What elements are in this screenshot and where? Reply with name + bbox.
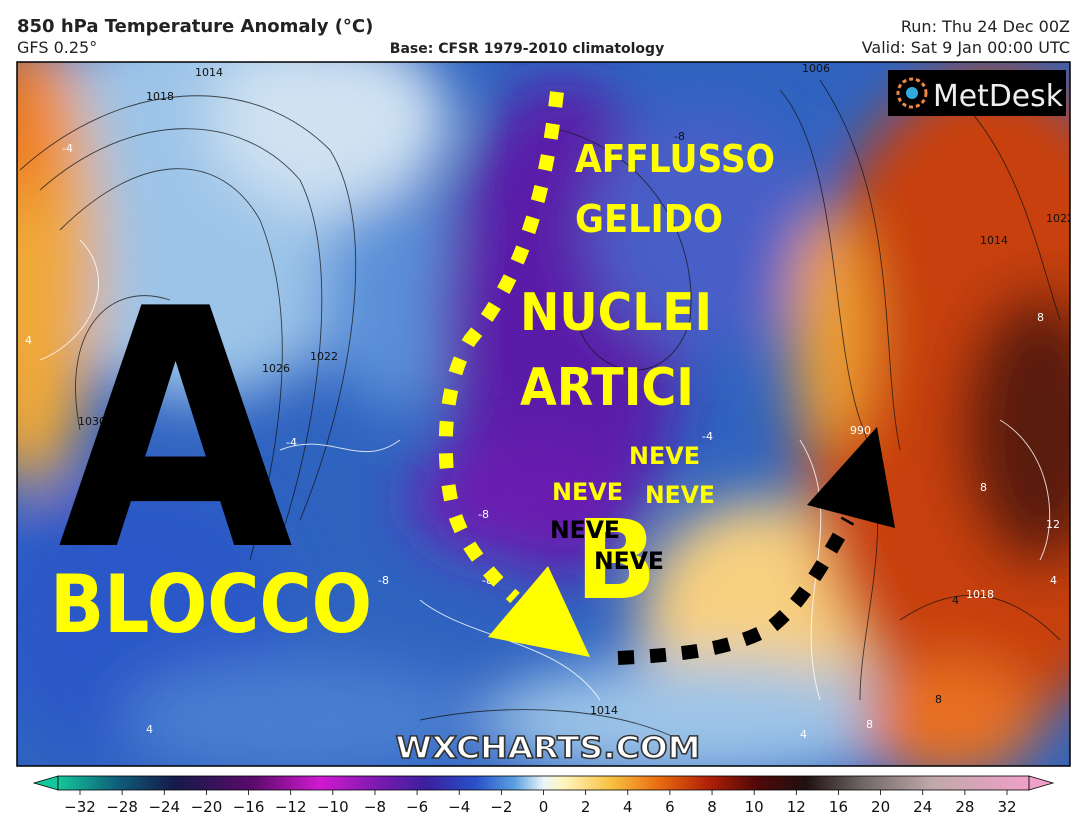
- high-pressure-letter: A: [58, 239, 295, 623]
- colorbar-min-arrow: [32, 775, 59, 791]
- watermark: WXCHARTS.COM: [396, 731, 701, 766]
- colorbar-label: 32: [997, 798, 1016, 816]
- colorbar-label: −24: [148, 798, 180, 816]
- flow-label: AFFLUSSO: [575, 137, 775, 181]
- contour-label: 8: [935, 693, 942, 706]
- map-area: 1014 1018 -4 4 1026 1022 1030 -4 -8 -8 -8 4 1014 -8 -4…: [17, 62, 1074, 766]
- contour-label: 12: [1046, 518, 1060, 531]
- flow-label: GELIDO: [575, 197, 723, 241]
- contour-label: 4: [25, 334, 32, 347]
- colorbar-ticks: −32 −28 −24 −20 −16 −12 −10 −8 −6 −4 −2 0 2 4 6 8 10 12 16…: [64, 790, 1017, 816]
- contour-label: 1022: [1046, 212, 1074, 225]
- colorbar-label: 2: [581, 798, 591, 816]
- contour-label: -8: [378, 574, 389, 587]
- contour-label: 990: [850, 424, 871, 437]
- contour-label: 1018: [146, 90, 174, 103]
- colorbar-label: 0: [539, 798, 549, 816]
- warm-flow-arrowhead: [807, 427, 895, 528]
- colorbar-label: −8: [364, 798, 386, 816]
- low-pressure-letter: B: [575, 496, 657, 624]
- valid-label: Valid: Sat 9 Jan 00:00 UTC: [862, 38, 1070, 57]
- contour-label: 1030: [78, 415, 106, 428]
- core-label: ARTICI: [520, 358, 694, 418]
- contour-label: -8: [482, 574, 493, 587]
- base-label: Base: CFSR 1979-2010 climatology: [390, 41, 664, 57]
- snow-label: NEVE: [594, 547, 664, 575]
- colorbar-label: 16: [829, 798, 848, 816]
- colorbar-label: −28: [106, 798, 138, 816]
- contour-label: 4: [952, 594, 959, 607]
- colorbar-label: 10: [745, 798, 764, 816]
- colorbar-label: 8: [707, 798, 717, 816]
- colorbar-label: 28: [955, 798, 974, 816]
- colorbar-label: −12: [275, 798, 307, 816]
- colorbar-max-arrow: [1028, 775, 1055, 791]
- colorbar-label: 24: [913, 798, 932, 816]
- colorbar: [57, 775, 1030, 791]
- colorbar-label: 20: [871, 798, 890, 816]
- contour-labels: 1014 1018 -4 4 1026 1022 1030 -4 -8 -8 -8 4 1014 -8 -4…: [25, 62, 1074, 741]
- contour-label: -4: [286, 436, 297, 449]
- colorbar-label: −20: [191, 798, 223, 816]
- contour-label: -4: [62, 142, 73, 155]
- colorbar-label: −10: [317, 798, 349, 816]
- contour-label: 4: [146, 723, 153, 736]
- snow-label: NEVE: [552, 478, 623, 506]
- colorbar-label: −4: [448, 798, 470, 816]
- snow-label: NEVE: [550, 516, 620, 544]
- contour-label: 1014: [195, 66, 223, 79]
- map-frame: [16, 61, 1071, 767]
- block-label: BLOCCO: [50, 558, 372, 651]
- map-title: 850 hPa Temperature Anomaly (°C): [17, 16, 373, 37]
- contour-label: -8: [674, 130, 685, 143]
- contour-label: 1022: [310, 350, 338, 363]
- colorbar-label: 12: [787, 798, 806, 816]
- cold-flow-arrowhead: [488, 566, 590, 657]
- logo-text: MetDesk: [933, 79, 1064, 114]
- contour-label: 1018: [966, 588, 994, 601]
- contour-label: 1006: [802, 62, 830, 75]
- colorbar-label: −6: [406, 798, 428, 816]
- colorbar-label: 6: [665, 798, 675, 816]
- colorbar-label: 4: [623, 798, 633, 816]
- contour-label: 4: [800, 728, 807, 741]
- run-label: Run: Thu 24 Dec 00Z: [901, 17, 1070, 36]
- contour-label: -4: [702, 430, 713, 443]
- contour-label: 8: [980, 481, 987, 494]
- colorbar-label: −32: [64, 798, 96, 816]
- contour-label: -8: [478, 508, 489, 521]
- contour-label: 1026: [262, 362, 290, 375]
- contour-label: 4: [1050, 574, 1057, 587]
- logo-icon: [896, 77, 928, 109]
- model-label: GFS 0.25°: [17, 38, 97, 57]
- colorbar-label: −16: [233, 798, 265, 816]
- contour-label: 8: [1037, 311, 1044, 324]
- colorbar-label: −2: [490, 798, 512, 816]
- contour-label: 8: [866, 718, 873, 731]
- contour-label: 1014: [980, 234, 1008, 247]
- snow-label: NEVE: [629, 442, 700, 470]
- snow-label: NEVE: [645, 481, 715, 509]
- core-label: NUCLEI: [520, 283, 712, 343]
- contour-label: 1014: [590, 704, 618, 717]
